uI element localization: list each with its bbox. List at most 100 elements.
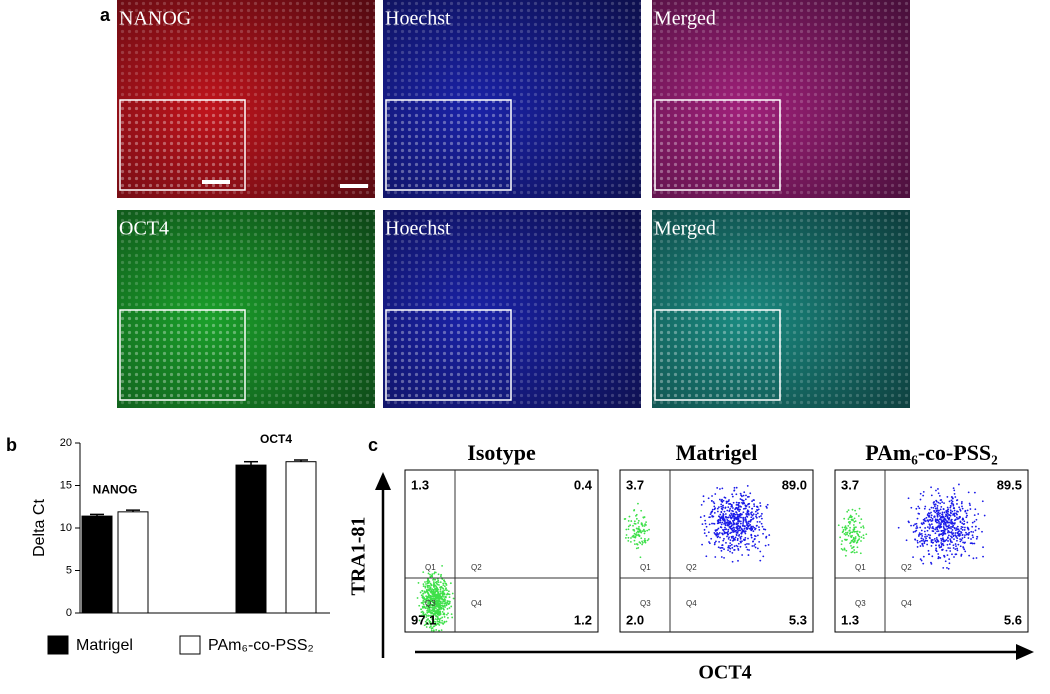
event-dot bbox=[862, 526, 865, 529]
event-dot bbox=[718, 498, 721, 501]
event-dot bbox=[850, 536, 853, 539]
event-dot bbox=[427, 586, 429, 589]
event-dot bbox=[746, 524, 748, 527]
event-dot bbox=[734, 513, 737, 516]
event-dot bbox=[740, 531, 743, 534]
event-dot bbox=[956, 549, 959, 552]
event-dot bbox=[724, 524, 727, 527]
event-dot bbox=[849, 541, 852, 544]
event-dot bbox=[715, 534, 718, 537]
event-dot bbox=[934, 518, 937, 521]
gate-label: Q1 bbox=[855, 563, 866, 572]
event-dot bbox=[938, 494, 941, 497]
event-dot bbox=[958, 506, 961, 509]
event-dot bbox=[928, 519, 931, 522]
event-dot bbox=[947, 530, 950, 533]
event-dot bbox=[630, 537, 632, 539]
event-dot bbox=[973, 520, 976, 523]
event-dot bbox=[741, 540, 743, 543]
event-dot bbox=[961, 529, 964, 531]
event-dot bbox=[912, 524, 915, 527]
event-dot bbox=[935, 536, 938, 539]
event-dot bbox=[970, 538, 972, 540]
event-dot bbox=[843, 548, 846, 551]
event-dot bbox=[445, 587, 447, 590]
event-dot bbox=[705, 534, 708, 537]
event-dot bbox=[637, 522, 640, 524]
event-dot bbox=[758, 515, 761, 518]
event-dot bbox=[938, 522, 941, 525]
event-dot bbox=[739, 492, 742, 495]
event-dot bbox=[945, 524, 947, 527]
event-dot bbox=[443, 621, 446, 624]
event-dot bbox=[956, 503, 958, 505]
event-dot bbox=[964, 550, 967, 553]
event-dot bbox=[766, 503, 769, 506]
event-dot bbox=[751, 500, 753, 503]
event-dot bbox=[973, 491, 976, 494]
event-dot bbox=[720, 556, 723, 558]
event-dot bbox=[642, 528, 645, 531]
event-dot bbox=[926, 543, 929, 546]
event-dot bbox=[442, 587, 445, 590]
event-dot bbox=[940, 542, 943, 544]
event-dot bbox=[641, 524, 644, 526]
event-dot bbox=[961, 500, 963, 503]
event-dot bbox=[737, 524, 740, 527]
event-dot bbox=[630, 520, 633, 522]
event-dot bbox=[938, 514, 941, 517]
event-dot bbox=[847, 521, 850, 524]
event-dot bbox=[920, 537, 923, 540]
event-dot bbox=[442, 584, 445, 586]
event-dot bbox=[760, 522, 763, 525]
event-dot bbox=[753, 503, 755, 506]
event-dot bbox=[438, 595, 441, 597]
event-dot bbox=[435, 581, 438, 583]
event-dot bbox=[935, 544, 937, 547]
event-dot bbox=[859, 552, 862, 555]
event-dot bbox=[432, 581, 435, 583]
event-dot bbox=[941, 511, 944, 514]
event-dot bbox=[974, 508, 977, 511]
event-dot bbox=[717, 535, 720, 538]
event-dot bbox=[729, 544, 732, 547]
event-dot bbox=[963, 548, 966, 551]
event-dot bbox=[963, 542, 966, 544]
event-dot bbox=[430, 629, 433, 632]
event-dot bbox=[755, 513, 758, 516]
event-dot bbox=[756, 506, 759, 509]
plot-frame bbox=[834, 469, 1029, 633]
event-dot bbox=[431, 616, 434, 619]
event-dot bbox=[947, 534, 950, 537]
event-dot bbox=[969, 542, 972, 545]
event-dot bbox=[963, 520, 966, 523]
event-dot bbox=[973, 542, 976, 545]
event-dot bbox=[641, 530, 644, 533]
event-dot bbox=[955, 545, 957, 547]
event-dot bbox=[953, 515, 956, 518]
event-dot bbox=[744, 532, 747, 535]
event-dot bbox=[727, 524, 730, 527]
event-dot bbox=[739, 537, 742, 540]
event-dot bbox=[430, 588, 432, 590]
event-dot bbox=[735, 511, 737, 513]
event-dot bbox=[951, 510, 954, 513]
event-dot bbox=[726, 523, 729, 525]
event-dot bbox=[945, 519, 947, 522]
event-dot bbox=[933, 510, 936, 512]
event-dot bbox=[426, 579, 429, 582]
event-dot bbox=[430, 612, 432, 614]
event-dot bbox=[963, 522, 966, 525]
event-dot bbox=[643, 516, 646, 518]
event-dot bbox=[843, 547, 846, 550]
event-dot bbox=[929, 526, 932, 528]
event-dot bbox=[643, 525, 646, 527]
event-dot bbox=[974, 529, 977, 532]
event-dot bbox=[853, 530, 856, 533]
event-dot bbox=[440, 629, 443, 632]
event-dot bbox=[416, 597, 419, 599]
event-dot bbox=[951, 496, 953, 498]
event-dot bbox=[935, 510, 938, 513]
event-dot bbox=[947, 531, 949, 534]
event-dot bbox=[441, 616, 444, 619]
